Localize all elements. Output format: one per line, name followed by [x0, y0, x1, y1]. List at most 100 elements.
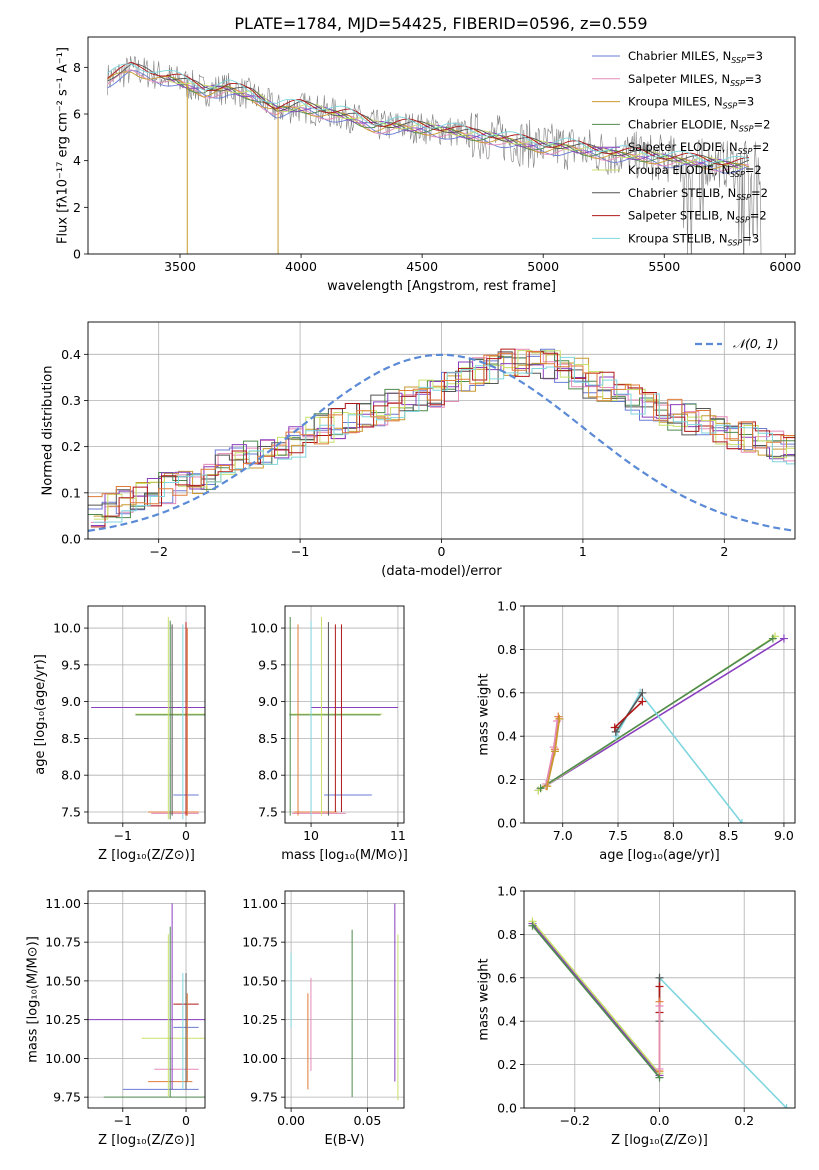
y-tick-label: 6	[73, 107, 81, 122]
y-axis: 9.75 10.00 10.25 10.50 10.75 11.00	[242, 896, 285, 1105]
x-tick-label: 8.5	[719, 828, 739, 843]
x-tick-label: 8.0	[663, 828, 683, 843]
y-tick-label: 8.5	[258, 731, 278, 746]
x-axis: 3500 4000 4500 5000 5500 6000	[164, 254, 801, 274]
plot-frame	[523, 890, 796, 1109]
residual-histogram	[93, 350, 795, 520]
x-tick-label: −1	[291, 544, 309, 559]
legend-label: Salpeter ELODIE, NSSP=2	[628, 140, 769, 156]
plot-frame	[284, 605, 405, 824]
y-tick-label: 1.0	[497, 599, 517, 614]
y-axis: 9.75 10.00 10.25 10.50 10.75 11.00	[45, 896, 88, 1105]
legend-label: Kroupa STELIB, NSSP=3	[628, 231, 759, 247]
panel-spectrum: 3500 4000 4500 5000 5500 6000 0 2 4 6 8 wavelength …	[56, 36, 801, 294]
y-tick-label: 11.00	[242, 896, 278, 911]
weight-marker	[655, 982, 664, 991]
weight-marker	[655, 1064, 664, 1073]
y-axis-label: mass weight	[477, 958, 492, 1040]
y-tick-label: 2	[73, 200, 81, 215]
figure-title: PLATE=1784, MJD=54425, FIBERID=0596, z=0…	[234, 14, 647, 33]
x-axis: −0.2 0.0 0.2	[560, 1108, 754, 1128]
plot-area	[88, 348, 795, 532]
weight-line	[658, 977, 788, 1108]
x-tick-label: 10	[303, 828, 319, 843]
weight-marker	[543, 782, 552, 791]
y-tick-label: 0.4	[61, 347, 81, 362]
plot-area	[107, 56, 762, 254]
plot-area	[534, 632, 788, 823]
x-axis-label: Z [log₁₀(Z/Z⊙)]	[98, 1133, 195, 1148]
y-axis-label: mass weight	[477, 673, 492, 755]
weight-line	[531, 920, 661, 1074]
weight-marker	[779, 634, 788, 643]
x-tick-label: 4500	[406, 259, 438, 274]
y-tick-label: 0.6	[497, 970, 517, 985]
y-tick-label: 0.8	[497, 642, 517, 657]
panel-massweight-vs-Z: −0.2 0.0 0.2 0.0 0.2 0.4 0.6 0.8 1.0 Z [log₁₀(Z/Z…	[477, 884, 796, 1148]
y-tick-label: 0.2	[61, 439, 81, 454]
weight-marker	[610, 723, 619, 732]
spectrum-model-line	[107, 61, 749, 165]
weight-marker	[611, 727, 620, 736]
x-tick-label: 0	[182, 1113, 190, 1128]
plot-area	[88, 903, 205, 1098]
legend-label: Chabrier ELODIE, NSSP=2	[628, 117, 770, 133]
x-axis-label: (data-model)/error	[381, 564, 502, 579]
x-tick-label: −1	[114, 828, 132, 843]
plot-area	[289, 617, 398, 816]
plot-frame	[523, 605, 796, 824]
y-axis-label: Normed distribution	[41, 366, 56, 496]
spectrum-data-line	[107, 56, 762, 254]
spectrum-model-line	[167, 76, 742, 170]
residual-histogram	[93, 356, 795, 523]
x-tick-label: −1	[114, 1113, 132, 1128]
y-tick-label: 8.5	[61, 731, 81, 746]
residual-histogram	[90, 361, 795, 526]
y-tick-label: 10.00	[242, 1051, 278, 1066]
spectrum-model-line	[167, 74, 742, 168]
y-tick-label: 10.25	[45, 1012, 81, 1027]
x-axis: 10 11	[303, 823, 406, 843]
y-tick-label: 9.5	[61, 657, 81, 672]
x-tick-label: −2	[149, 544, 167, 559]
y-tick-label: 10.50	[45, 973, 81, 988]
weight-marker	[638, 688, 647, 697]
x-tick-label: 0.05	[353, 1113, 381, 1128]
y-tick-label: 8.0	[61, 768, 81, 783]
y-tick-label: 9.75	[250, 1090, 278, 1105]
x-axis-label: wavelength [Angstrom, rest frame]	[327, 279, 556, 294]
x-tick-label: 0.2	[734, 1113, 754, 1128]
y-tick-label: 0.0	[497, 816, 517, 831]
y-tick-label: 9.75	[53, 1090, 81, 1105]
legend-label: Salpeter MILES, NSSP=3	[628, 72, 762, 88]
y-tick-label: 10.0	[53, 621, 81, 636]
y-tick-label: 0.1	[61, 485, 81, 500]
x-axis-label: Z [log₁₀(Z/Z⊙)]	[611, 1133, 708, 1148]
x-tick-label: 0.0	[650, 1113, 670, 1128]
plot-frame	[87, 890, 206, 1109]
weight-marker	[655, 1002, 664, 1011]
legend: Chabrier MILES, NSSP=3 Salpeter MILES, NS…	[592, 49, 770, 247]
y-axis: 7.5 8.0 8.5 9.0 9.5 10.0	[250, 621, 285, 819]
weight-line	[531, 922, 661, 1077]
y-tick-label: 0.2	[497, 772, 517, 787]
x-tick-label: 9.0	[774, 828, 794, 843]
y-tick-label: 0.8	[497, 927, 517, 942]
x-tick-label: 0	[438, 544, 446, 559]
y-tick-label: 9.0	[258, 694, 278, 709]
y-tick-label: 0	[73, 247, 81, 262]
y-axis: 0.0 0.1 0.2 0.3 0.4	[61, 347, 88, 547]
y-tick-label: 0.0	[497, 1101, 517, 1116]
y-axis: 0 2 4 6 8	[73, 60, 88, 262]
x-tick-label: 2	[720, 544, 728, 559]
panel-residuals: −2 −1 0 1 2 0.0 0.1 0.2 0.3 0.4 (data-model)/error…	[41, 321, 796, 579]
x-tick-label: −0.2	[560, 1113, 590, 1128]
x-tick-label: 5000	[527, 259, 559, 274]
x-axis: −1 0	[114, 823, 190, 843]
x-tick-label: 0	[182, 828, 190, 843]
x-tick-label: 7.5	[608, 828, 628, 843]
y-tick-label: 10.75	[45, 935, 81, 950]
x-axis: −2 −1 0 1 2	[149, 539, 728, 559]
weight-marker	[768, 634, 777, 643]
